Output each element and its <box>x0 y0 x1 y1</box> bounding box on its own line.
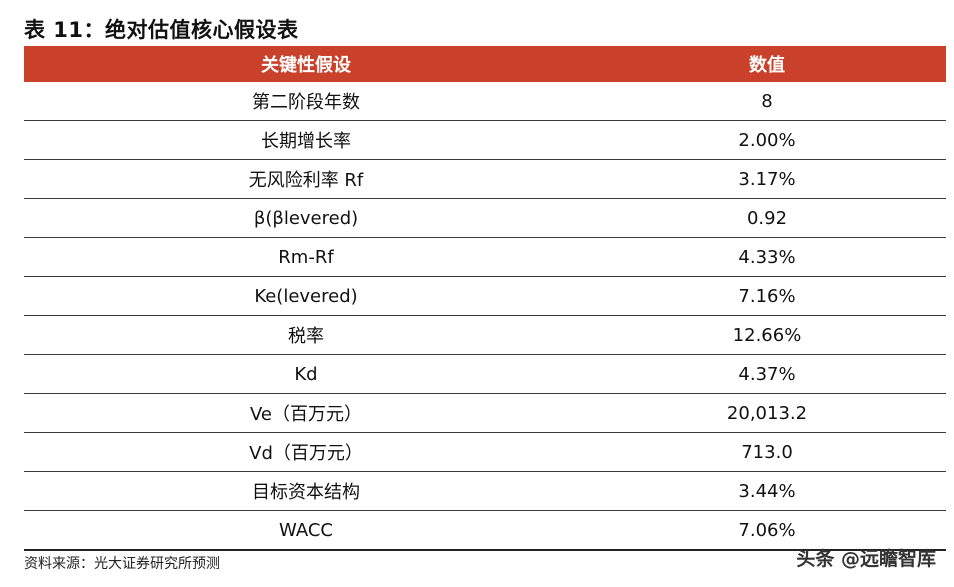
assumption-cell: Rm-Rf <box>24 237 588 277</box>
header-value: 数值 <box>588 46 946 82</box>
table-row: 目标资本结构 3.44% <box>24 471 946 511</box>
table-row: 第二阶段年数 8 <box>24 82 946 121</box>
value-cell: 8 <box>588 82 946 121</box>
assumption-cell: 无风险利率 Rf <box>24 159 588 199</box>
assumption-cell: β(βlevered) <box>24 198 588 238</box>
assumption-cell: 第二阶段年数 <box>24 82 588 121</box>
watermark: 头条 @远瞻智库 <box>796 548 936 570</box>
assumption-cell: 目标资本结构 <box>24 471 588 511</box>
table-row: 无风险利率 Rf 3.17% <box>24 159 946 199</box>
value-cell: 20,013.2 <box>588 393 946 433</box>
assumption-cell: Kd <box>24 354 588 394</box>
table-title: 表 11：绝对估值核心假设表 <box>24 18 299 42</box>
value-cell: 7.16% <box>588 276 946 316</box>
assumption-cell: Ke(levered) <box>24 276 588 316</box>
table-row: WACC 7.06% <box>24 510 946 551</box>
table-row: β(βlevered) 0.92 <box>24 198 946 238</box>
value-cell: 3.44% <box>588 471 946 511</box>
table-row: 税率 12.66% <box>24 315 946 355</box>
table-row: Vd（百万元） 713.0 <box>24 432 946 472</box>
value-cell: 4.37% <box>588 354 946 394</box>
table-row: Rm-Rf 4.33% <box>24 237 946 277</box>
table-row: Ve（百万元） 20,013.2 <box>24 393 946 433</box>
assumption-cell: 税率 <box>24 315 588 355</box>
table-row: Ke(levered) 7.16% <box>24 276 946 316</box>
header-assumption: 关键性假设 <box>24 46 588 82</box>
assumption-cell: Ve（百万元） <box>24 393 588 433</box>
value-cell: 3.17% <box>588 159 946 199</box>
assumptions-table: 关键性假设 数值 第二阶段年数 8 长期增长率 2.00% 无风险利率 Rf 3… <box>24 46 946 551</box>
table-row: 长期增长率 2.00% <box>24 120 946 160</box>
value-cell: 713.0 <box>588 432 946 472</box>
value-cell: 7.06% <box>588 510 946 551</box>
assumptions-table-container: 关键性假设 数值 第二阶段年数 8 长期增长率 2.00% 无风险利率 Rf 3… <box>24 46 946 551</box>
value-cell: 12.66% <box>588 315 946 355</box>
source-note: 资料来源：光大证券研究所预测 <box>24 556 220 572</box>
value-cell: 0.92 <box>588 198 946 238</box>
assumption-cell: WACC <box>24 510 588 551</box>
assumption-cell: Vd（百万元） <box>24 432 588 472</box>
value-cell: 2.00% <box>588 120 946 160</box>
value-cell: 4.33% <box>588 237 946 277</box>
assumption-cell: 长期增长率 <box>24 120 588 160</box>
table-header-row: 关键性假设 数值 <box>24 46 946 82</box>
table-row: Kd 4.37% <box>24 354 946 394</box>
